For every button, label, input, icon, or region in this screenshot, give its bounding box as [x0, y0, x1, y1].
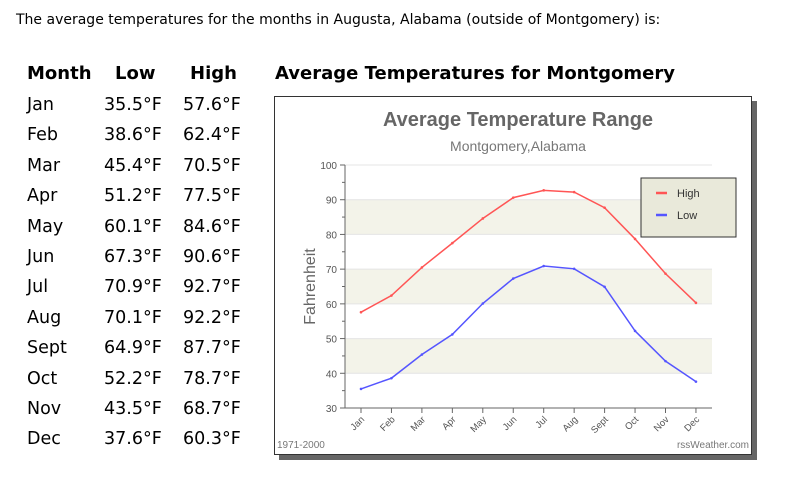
data-point-high [664, 272, 667, 275]
low-cell: 51.2°F [104, 186, 162, 207]
high-cell: 57.6°F [183, 95, 241, 115]
high-cell: 92.7°F [183, 277, 241, 298]
x-tick-label: Jul [533, 414, 549, 430]
y-tick-label: 50 [326, 335, 338, 346]
month-cell: Dec [27, 429, 61, 450]
data-point-low [603, 285, 606, 289]
low-cell: 43.5°F [104, 399, 162, 419]
month-cell: Feb [27, 125, 58, 146]
x-tick-label: Nov [652, 414, 672, 434]
y-axis-label: Fahrenheit [302, 248, 319, 325]
low-cell: 70.9°F [104, 277, 162, 298]
data-point-high [603, 206, 606, 209]
grid-band [345, 269, 712, 304]
y-tick-label: 60 [326, 300, 338, 311]
month-cell: Mar [27, 155, 61, 176]
high-cell: 78.7°F [183, 368, 241, 389]
high-cell: 70.5°F [183, 155, 241, 176]
data-point-high [511, 196, 515, 199]
month-cell: May [27, 216, 64, 237]
x-tick-label: Apr [440, 414, 458, 432]
low-cell: 64.9°F [104, 338, 162, 359]
x-tick-label: Feb [378, 414, 397, 433]
high-cell: 90.6°F [183, 247, 241, 267]
chart-image: 30 40 50 60 70 80 90 100 Jan Feb Mar Apr May Jun Jul Au… [274, 96, 752, 455]
data-point-low [390, 376, 393, 380]
month-cell: Nov [27, 399, 62, 419]
y-tick-label: 100 [320, 161, 337, 172]
x-tick-label: Mar [409, 414, 428, 433]
chart-footer-years: 1971-2000 [277, 440, 325, 451]
high-cell: 84.6°F [183, 216, 241, 237]
data-point-high [481, 217, 485, 220]
data-point-high [572, 190, 576, 194]
data-point-low [542, 264, 545, 268]
data-point-low [420, 353, 424, 356]
high-cell: 87.7°F [183, 338, 241, 359]
high-cell: 62.4°F [183, 125, 241, 146]
x-tick-label: Oct [623, 414, 641, 432]
month-cell: Jul [27, 277, 49, 298]
table-header-low: Low [115, 63, 156, 84]
x-tick-label: Jun [501, 414, 520, 433]
data-point-low [633, 329, 637, 333]
low-cell: 37.6°F [104, 429, 162, 450]
data-point-high [633, 237, 637, 241]
data-point-high [390, 294, 393, 297]
low-cell: 52.2°F [104, 368, 162, 389]
low-cell: 38.6°F [104, 125, 162, 146]
chart-heading: Average Temperatures for Montgomery [275, 63, 675, 84]
month-cell: Sept [27, 338, 67, 359]
table-header-high: High [190, 63, 237, 84]
month-cell: Apr [27, 186, 58, 207]
y-tick-label: 30 [326, 404, 338, 415]
series-line-low [360, 265, 697, 390]
y-tick-label: 40 [326, 369, 338, 380]
data-point-high [542, 189, 545, 192]
month-cell: Jun [27, 247, 55, 267]
series-line-high [360, 189, 697, 313]
x-tick-label: May [468, 414, 489, 435]
low-cell: 35.5°F [104, 95, 162, 115]
month-cell: Aug [27, 307, 62, 328]
month-cell: Jan [27, 95, 54, 115]
data-point-low [511, 277, 515, 280]
data-point-low [572, 267, 576, 271]
y-tick-label: 90 [326, 196, 338, 207]
legend-label-low: Low [677, 210, 697, 222]
y-tick-label: 70 [326, 265, 338, 276]
data-point-high [359, 310, 363, 314]
high-cell: 92.2°F [183, 307, 241, 328]
x-tick-label: Jan [349, 414, 368, 433]
data-point-low [664, 359, 667, 363]
month-cell: Oct [27, 368, 58, 389]
chart-title: Average Temperature Range [383, 109, 653, 131]
high-cell: 60.3°F [183, 429, 241, 450]
intro-text: The average temperatures for the months … [16, 12, 661, 28]
data-point-low [694, 380, 698, 383]
y-tick-label: 80 [326, 230, 338, 241]
data-point-high [420, 266, 424, 269]
chart-footer-source: rssWeather.com [677, 440, 749, 451]
chart-subtitle: Montgomery,Alabama [450, 138, 586, 154]
low-cell: 70.1°F [104, 307, 162, 328]
x-tick-label: Dec [682, 414, 702, 434]
x-tick-label: Aug [561, 414, 581, 434]
low-cell: 45.4°F [104, 155, 162, 176]
high-cell: 77.5°F [183, 186, 241, 207]
chart-svg: 30 40 50 60 70 80 90 100 Jan Feb Mar Apr May Jun Jul Au… [277, 109, 749, 451]
data-point-high [451, 241, 454, 245]
data-point-low [359, 387, 363, 391]
legend-box [640, 177, 737, 238]
x-tick-label: Sept [589, 414, 611, 436]
grid-band [345, 338, 712, 374]
high-cell: 68.7°F [183, 399, 241, 419]
table-header-month: Month [27, 63, 92, 84]
data-point-low [451, 333, 454, 336]
legend-label-high: High [677, 188, 700, 200]
low-cell: 67.3°F [104, 247, 162, 267]
data-point-high [694, 301, 698, 305]
low-cell: 60.1°F [104, 216, 162, 237]
data-point-low [481, 302, 485, 305]
